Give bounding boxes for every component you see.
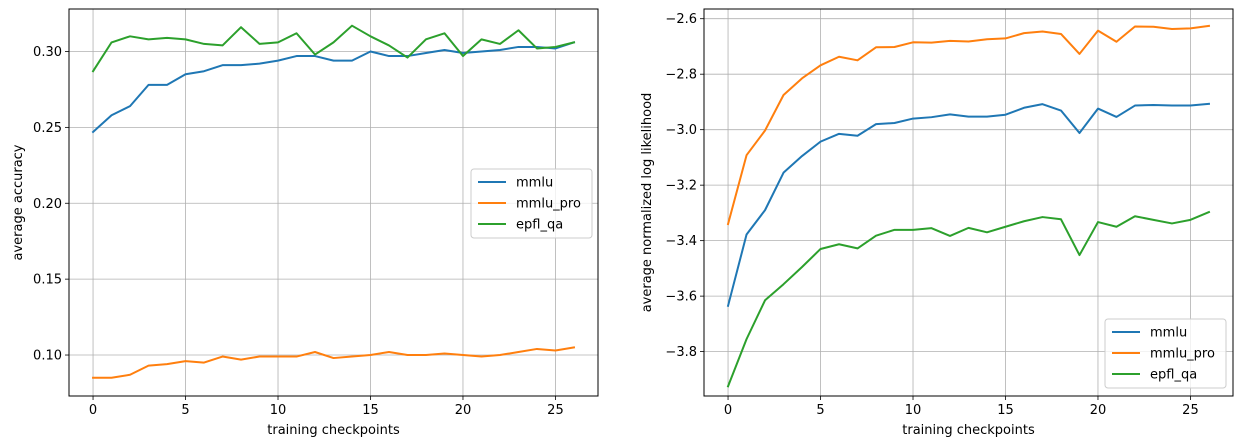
- log-likelihood-plot-frame: [703, 8, 1234, 397]
- accuracy-legend-label: mmlu: [516, 176, 553, 191]
- log-likelihood-legend-label: mmlu_pro: [1150, 347, 1215, 362]
- log-likelihood-y-axis-label: average normalized log likelihood: [640, 93, 655, 313]
- log-likelihood-series: [726, 24, 1211, 388]
- log-likelihood-x-axis-label: training checkpoints: [902, 423, 1035, 438]
- accuracy-x-tick-label: 10: [270, 403, 287, 418]
- accuracy-y-tick-label: 0.15: [33, 273, 62, 288]
- accuracy-plot-frame: [68, 8, 599, 397]
- log-likelihood-y-tick-label: −2.6: [665, 12, 697, 27]
- accuracy-series-line-mmlu-pro: [92, 346, 576, 379]
- accuracy-x-tick-label: 25: [547, 403, 564, 418]
- log-likelihood-x-tick-label: 20: [1090, 403, 1107, 418]
- accuracy-legend-box: [470, 168, 593, 239]
- accuracy-y-tick-label: 0.30: [33, 45, 62, 60]
- log-likelihood-chart: 0 5 10 15 20 25 −3.8 −3.6 −3.4 −3.2 −3.0 −2.8 −2.6 t…: [640, 8, 1234, 438]
- accuracy-chart: 0 5 10 15 20 25 0.10 0.15 0.20 0.25 0.30 training …: [11, 8, 599, 438]
- log-likelihood-y-tick-label: −3.2: [665, 179, 697, 194]
- accuracy-y-tick-label: 0.20: [33, 197, 62, 212]
- accuracy-y-axis-label: average accuracy: [11, 144, 26, 260]
- accuracy-legend-label: epfl_qa: [516, 218, 563, 233]
- accuracy-series: [91, 24, 576, 379]
- log-likelihood-x-tick-label: 0: [724, 403, 732, 418]
- log-likelihood-series-line-mmlu: [726, 102, 1211, 308]
- log-likelihood-y-tick-label: −3.8: [665, 345, 697, 360]
- log-likelihood-x-tick-label: 5: [816, 403, 824, 418]
- log-likelihood-legend-box: [1104, 318, 1227, 389]
- accuracy-series-line-epfl-qa: [91, 24, 576, 73]
- accuracy-series-line-mmlu: [91, 41, 576, 134]
- accuracy-y-tick-label: 0.10: [33, 349, 62, 364]
- accuracy-legend: mmlu mmlu_pro epfl_qa: [470, 168, 593, 239]
- accuracy-y-tick-label: 0.25: [33, 121, 62, 136]
- accuracy-x-tick-label: 0: [89, 403, 97, 418]
- log-likelihood-ticks: 0 5 10 15 20 25 −3.8 −3.6 −3.4 −3.2 −3.0 −2.8 −2.6: [665, 12, 1198, 418]
- log-likelihood-legend-label: mmlu: [1150, 326, 1187, 341]
- log-likelihood-x-tick-label: 10: [905, 403, 922, 418]
- log-likelihood-series-line-mmlu-pro: [726, 24, 1211, 226]
- log-likelihood-x-tick-label: 25: [1182, 403, 1199, 418]
- accuracy-x-tick-label: 5: [181, 403, 189, 418]
- log-likelihood-y-tick-label: −2.8: [665, 68, 697, 83]
- accuracy-x-tick-label: 15: [362, 403, 379, 418]
- log-likelihood-y-tick-label: −3.4: [665, 234, 697, 249]
- accuracy-ticks: 0 5 10 15 20 25 0.10 0.15 0.20 0.25 0.30: [33, 45, 564, 418]
- log-likelihood-y-tick-label: −3.0: [665, 123, 697, 138]
- log-likelihood-legend-label: epfl_qa: [1150, 368, 1197, 383]
- log-likelihood-legend: mmlu mmlu_pro epfl_qa: [1104, 318, 1227, 389]
- accuracy-x-tick-label: 20: [455, 403, 472, 418]
- accuracy-x-axis-label: training checkpoints: [267, 423, 400, 438]
- log-likelihood-x-tick-label: 15: [997, 403, 1014, 418]
- log-likelihood-y-tick-label: −3.6: [665, 290, 697, 305]
- accuracy-legend-label: mmlu_pro: [516, 197, 581, 212]
- log-likelihood-grid: [704, 9, 1233, 396]
- log-likelihood-series-line-epfl-qa: [726, 210, 1211, 388]
